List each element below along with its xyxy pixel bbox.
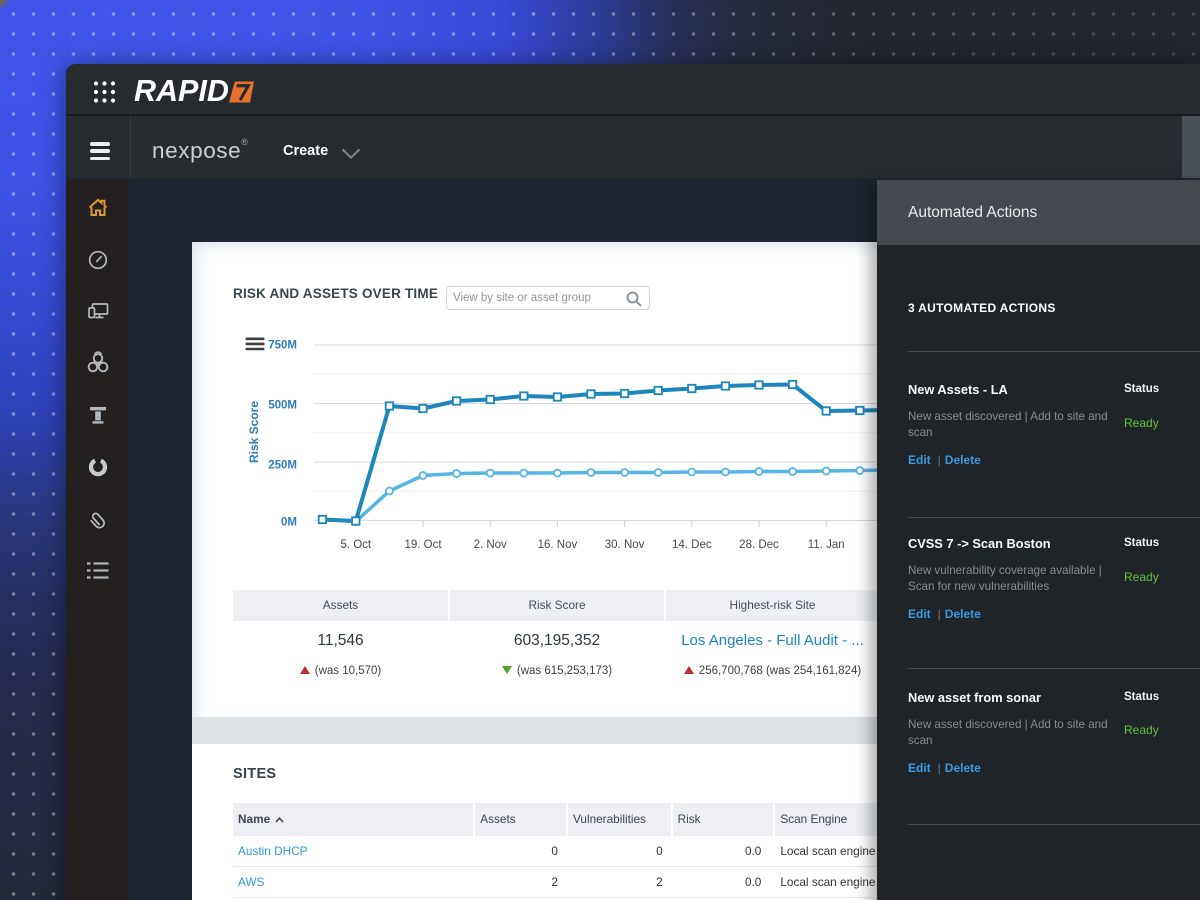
- svg-text:16. Nov: 16. Nov: [538, 539, 578, 551]
- svg-text:11. Jan: 11. Jan: [808, 539, 845, 551]
- svg-text:Risk Score: Risk Score: [247, 401, 261, 463]
- svg-text:750M: 750M: [268, 340, 297, 352]
- svg-text:5. Oct: 5. Oct: [340, 539, 371, 551]
- svg-text:250M: 250M: [268, 460, 297, 472]
- svg-text:500M: 500M: [268, 400, 297, 412]
- svg-text:28. Dec: 28. Dec: [739, 539, 779, 551]
- svg-text:30. Nov: 30. Nov: [605, 539, 645, 551]
- svg-text:2. Nov: 2. Nov: [474, 539, 507, 551]
- svg-text:14. Dec: 14. Dec: [672, 539, 712, 551]
- svg-text:19. Oct: 19. Oct: [404, 539, 442, 551]
- svg-text:0M: 0M: [281, 517, 297, 529]
